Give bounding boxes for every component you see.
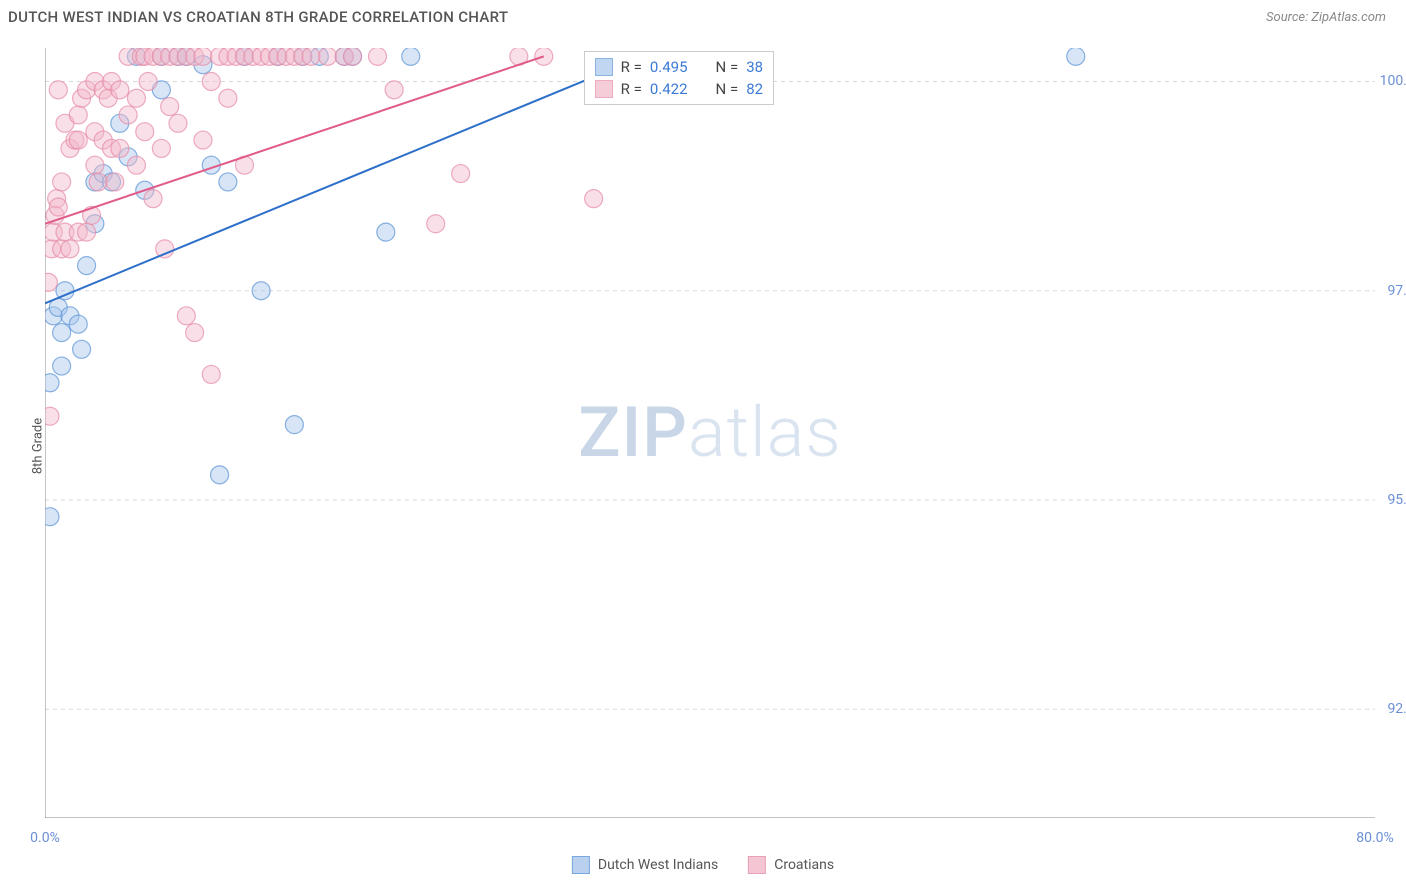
n-label: N = bbox=[716, 58, 739, 76]
n-value: 82 bbox=[746, 80, 763, 98]
r-label: R = bbox=[621, 58, 642, 76]
chart-area: ZIPatlas R = 0.495 N = 38 R = 0.422 N = … bbox=[45, 48, 1375, 818]
n-label: N = bbox=[716, 80, 739, 98]
n-value: 38 bbox=[746, 58, 763, 76]
y-tick-label: 92.5% bbox=[1365, 701, 1406, 717]
x-tick-label: 80.0% bbox=[1356, 830, 1394, 846]
legend-item: Croatians bbox=[748, 856, 834, 874]
legend-label: Croatians bbox=[774, 857, 834, 873]
stats-row: R = 0.422 N = 82 bbox=[595, 78, 763, 100]
legend-item: Dutch West Indians bbox=[572, 856, 718, 874]
y-axis-label: 8th Grade bbox=[31, 418, 46, 474]
legend-swatch bbox=[572, 856, 590, 874]
stats-row: R = 0.495 N = 38 bbox=[595, 56, 763, 78]
legend: Dutch West Indians Croatians bbox=[572, 856, 834, 874]
x-tick-label: 0.0% bbox=[30, 830, 60, 846]
legend-label: Dutch West Indians bbox=[598, 857, 718, 873]
r-value: 0.422 bbox=[650, 80, 688, 98]
y-tick-label: 97.5% bbox=[1365, 283, 1406, 299]
y-tick-label: 95.0% bbox=[1365, 492, 1406, 508]
r-label: R = bbox=[621, 80, 642, 98]
chart-title: DUTCH WEST INDIAN VS CROATIAN 8TH GRADE … bbox=[8, 8, 508, 26]
source-label: Source: ZipAtlas.com bbox=[1266, 10, 1386, 25]
legend-swatch bbox=[748, 856, 766, 874]
stats-swatch bbox=[595, 58, 613, 76]
stats-swatch bbox=[595, 80, 613, 98]
r-value: 0.495 bbox=[650, 58, 688, 76]
stats-box: R = 0.495 N = 38 R = 0.422 N = 82 bbox=[584, 51, 774, 105]
y-tick-label: 100.0% bbox=[1365, 73, 1406, 89]
scatter-plot bbox=[45, 48, 1375, 818]
